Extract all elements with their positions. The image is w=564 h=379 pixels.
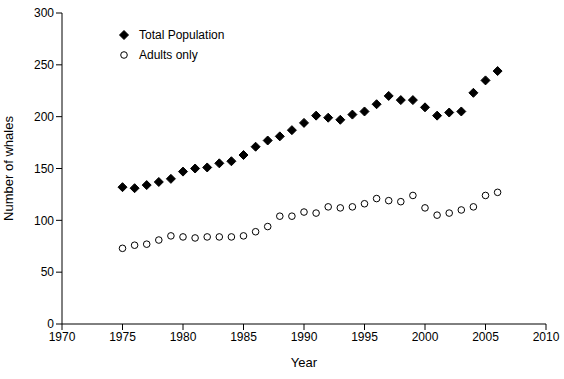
svg-text:1970: 1970 [49,330,76,344]
svg-text:1995: 1995 [351,330,378,344]
svg-text:0: 0 [47,317,54,331]
svg-text:300: 300 [34,6,54,20]
svg-text:200: 200 [34,110,54,124]
svg-text:2010: 2010 [533,330,556,344]
svg-text:2005: 2005 [472,330,499,344]
html-text:Total Population: Total Population [139,28,225,42]
html-text:Adults only: Adults only [139,48,198,62]
svg-text:1980: 1980 [170,330,197,344]
svg-text:50: 50 [41,265,55,279]
svg-text:Number of whales: Number of whales [8,116,16,221]
svg-text:2000: 2000 [412,330,439,344]
svg-text:250: 250 [34,58,54,72]
svg-text:150: 150 [34,162,54,176]
svg-text:Year: Year [291,355,318,370]
svg-text:1990: 1990 [291,330,318,344]
svg-text:1975: 1975 [109,330,136,344]
svg-text:100: 100 [34,214,54,228]
svg-text:1985: 1985 [230,330,257,344]
